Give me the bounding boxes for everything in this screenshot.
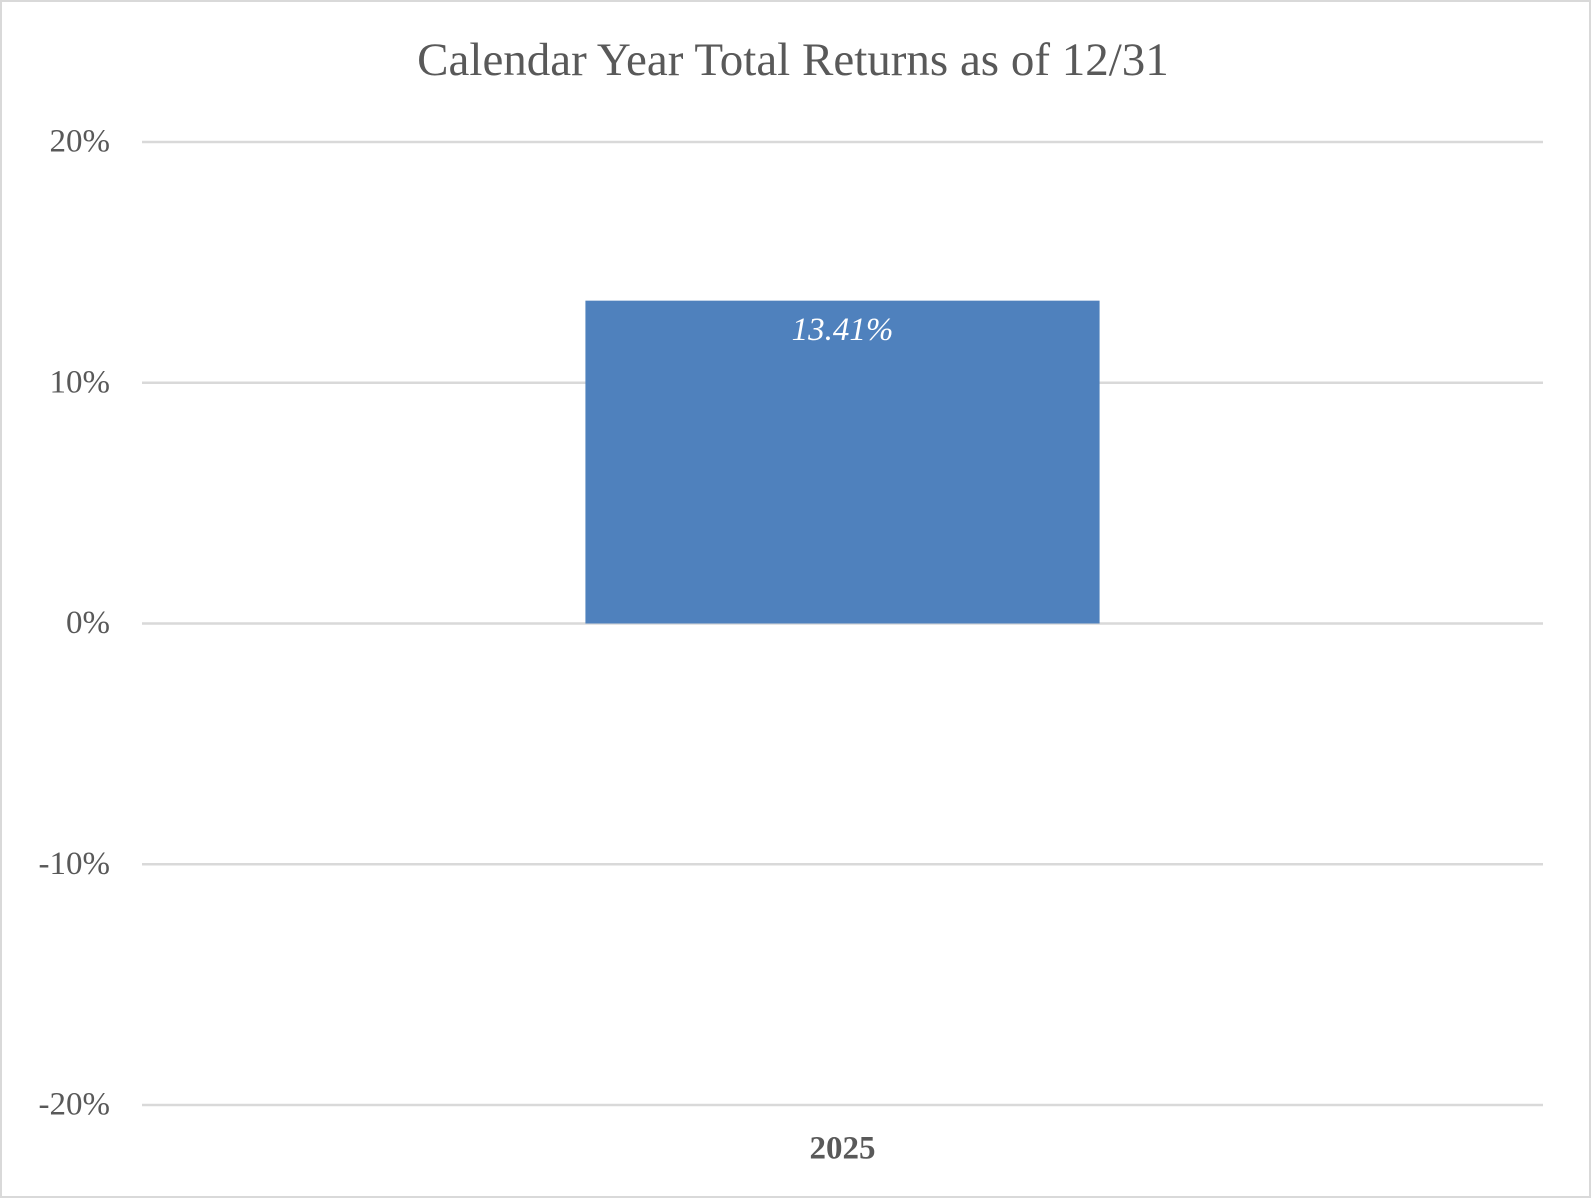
chart-title: Calendar Year Total Returns as of 12/31 — [417, 34, 1169, 86]
y-tick-label: 0% — [66, 605, 110, 641]
bar — [585, 300, 1100, 624]
y-tick-label: -20% — [39, 1087, 110, 1123]
value-label: 13.41% — [792, 312, 894, 348]
y-tick-label: 20% — [50, 124, 111, 160]
y-tick-label: -10% — [39, 846, 110, 882]
y-tick-label: 10% — [50, 364, 111, 400]
x-tick-label: 2025 — [810, 1131, 876, 1167]
